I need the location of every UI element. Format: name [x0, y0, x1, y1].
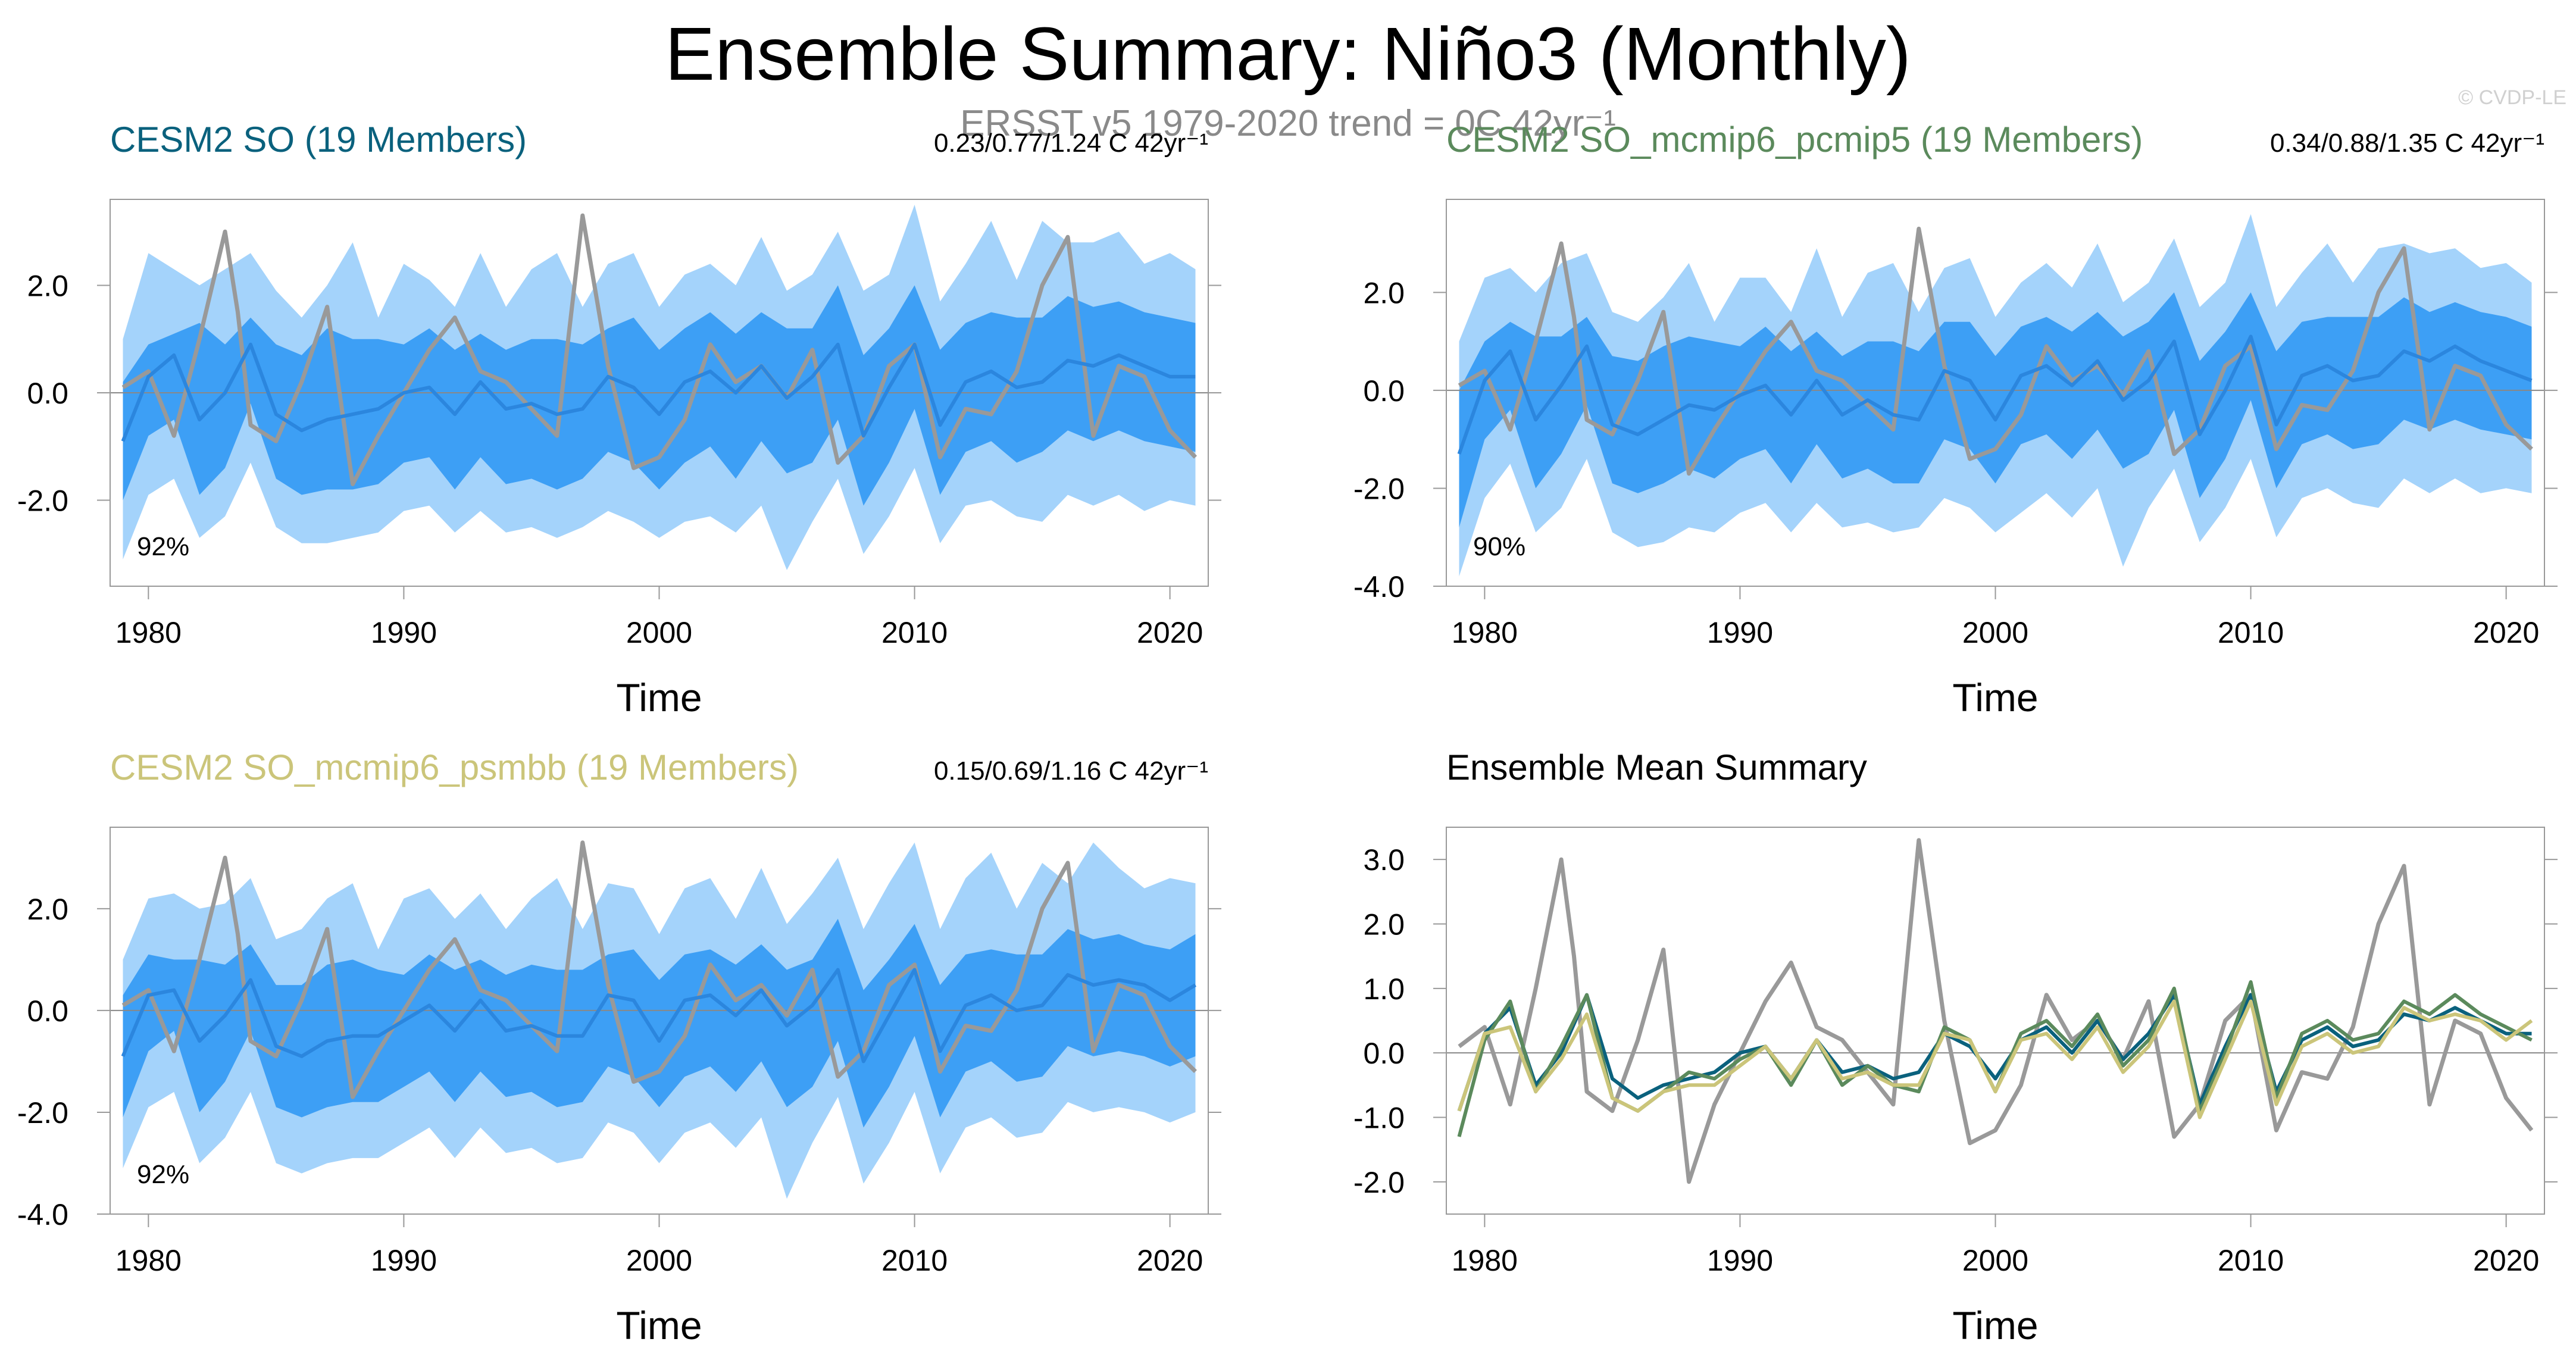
panel-stat: 0.23/0.77/1.24 C 42yr⁻¹ — [934, 129, 1208, 158]
y-tick-label: -2.0 — [17, 484, 68, 518]
panel-title: CESM2 SO (19 Members) — [110, 120, 527, 159]
panel-title: Ensemble Mean Summary — [1446, 747, 1867, 787]
series-line-m2 — [1457, 980, 2533, 1137]
band-inner — [1459, 292, 2532, 528]
x-tick-label: 2020 — [2473, 1244, 2539, 1277]
y-tick-label: 1.0 — [1363, 972, 1405, 1006]
y-tick-label: 0.0 — [1363, 1037, 1405, 1070]
y-tick-label: 0.0 — [27, 994, 68, 1028]
x-tick-label: 2000 — [626, 616, 692, 649]
y-tick-label: 0.0 — [1363, 374, 1405, 408]
x-tick-label: 2020 — [1137, 616, 1203, 649]
percent-annotation: 90% — [1473, 532, 1525, 561]
plot-area — [110, 840, 1208, 1199]
x-axis-label: Time — [616, 1303, 702, 1347]
series-line-obs — [1458, 838, 2534, 1184]
panel-stat: 0.15/0.69/1.16 C 42yr⁻¹ — [934, 756, 1208, 786]
panel-stat: 0.34/0.88/1.35 C 42yr⁻¹ — [2270, 129, 2544, 158]
x-axis-label: Time — [1952, 675, 2038, 720]
y-tick-label: -2.0 — [17, 1096, 68, 1130]
percent-annotation: 92% — [137, 532, 189, 561]
x-tick-label: 2010 — [2218, 1244, 2284, 1277]
y-tick-label: 3.0 — [1363, 843, 1405, 877]
band-inner — [123, 285, 1196, 506]
chart-panel-1: -2.0 0.0 2.0 1980 1990 2000 2010 2020 Time CESM2 … — [17, 120, 1221, 720]
x-axis-label: Time — [1952, 1303, 2038, 1347]
x-tick-label: 2010 — [2218, 616, 2284, 649]
x-tick-label: 2000 — [626, 1244, 692, 1277]
x-tick-label: 2010 — [881, 616, 948, 649]
chart-panel-2: -4.0 -2.0 0.0 2.0 1980 1990 2000 2010 2020 Time CE… — [1353, 120, 2558, 720]
x-tick-label: 1980 — [115, 1244, 182, 1277]
x-tick-label: 1980 — [115, 616, 182, 649]
y-tick-label: -1.0 — [1353, 1102, 1405, 1135]
plot-area — [1446, 214, 2544, 577]
x-tick-label: 2010 — [881, 1244, 948, 1277]
y-tick-label: 0.0 — [27, 377, 68, 410]
y-tick-label: -4.0 — [1353, 570, 1405, 603]
series-line-obs — [121, 213, 1198, 486]
y-tick-label: 2.0 — [1363, 276, 1405, 309]
x-tick-label: 2000 — [1962, 1244, 2028, 1277]
figure-title: Ensemble Summary: Niño3 (Monthly) — [665, 12, 1911, 96]
y-tick-label: -2.0 — [1353, 472, 1405, 505]
series-line-mean — [121, 342, 1196, 442]
panel-title: CESM2 SO_mcmip6_psmbb (19 Members) — [110, 747, 799, 787]
chart-panel-4: -2.0 -1.0 0.0 1.0 2.0 3.0 1980 1990 2000 2010 2020… — [1353, 747, 2558, 1347]
series-line-m3 — [1457, 999, 2533, 1119]
y-tick-label: 2.0 — [1363, 908, 1405, 942]
x-tick-label: 2000 — [1962, 616, 2028, 649]
plot-area — [1446, 838, 2544, 1184]
series-line-mean — [121, 968, 1197, 1064]
figure-subtitle: ERSST v5 1979-2020 trend = 0C 42yr⁻¹ — [960, 103, 1616, 144]
x-tick-label: 1990 — [371, 1244, 437, 1277]
x-axis-label: Time — [616, 675, 702, 720]
x-tick-label: 1980 — [1452, 1244, 1518, 1277]
watermark: © CVDP-LE — [2458, 86, 2566, 109]
plot-area — [110, 205, 1208, 570]
y-tick-label: -2.0 — [1353, 1166, 1405, 1199]
x-tick-label: 2020 — [1137, 1244, 1203, 1277]
x-tick-label: 1980 — [1452, 616, 1518, 649]
percent-annotation: 92% — [137, 1160, 189, 1189]
panel-title: CESM2 SO_mcmip6_pcmip5 (19 Members) — [1446, 120, 2143, 159]
plot-frame — [1446, 827, 2545, 1215]
x-tick-label: 1990 — [1707, 616, 1773, 649]
series-line-m1 — [1457, 993, 2532, 1112]
y-tick-label: 2.0 — [27, 269, 68, 302]
x-tick-label: 1990 — [1707, 1244, 1773, 1277]
y-tick-label: -4.0 — [17, 1198, 68, 1231]
x-tick-label: 2020 — [2473, 616, 2539, 649]
x-tick-label: 1990 — [371, 616, 437, 649]
chart-panel-3: -4.0 -2.0 0.0 2.0 1980 1990 2000 2010 2020 Time CE… — [17, 747, 1221, 1347]
band-inner — [123, 918, 1196, 1128]
y-tick-label: 2.0 — [27, 893, 68, 926]
series-line-mean — [1457, 334, 2533, 455]
